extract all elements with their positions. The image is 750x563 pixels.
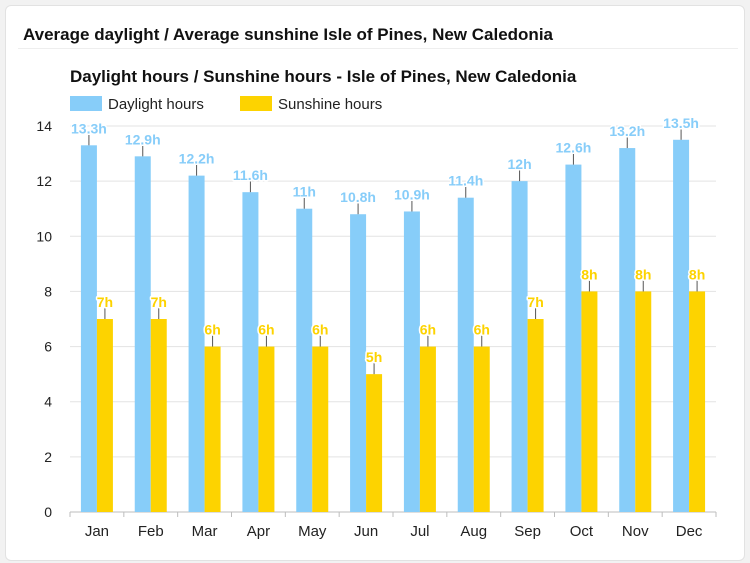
daylight-data-label: 11.6h bbox=[233, 167, 268, 183]
y-tick-label: 14 bbox=[36, 118, 52, 134]
y-tick-label: 6 bbox=[44, 339, 52, 355]
sunshine-data-label: 6h bbox=[474, 322, 490, 338]
daylight-bar bbox=[565, 164, 582, 512]
daylight-data-label: 13.2h bbox=[609, 123, 645, 139]
daylight-bar bbox=[296, 208, 313, 512]
sunshine-bar bbox=[258, 346, 275, 512]
sunshine-bar bbox=[473, 346, 490, 512]
daylight-bar bbox=[673, 139, 690, 513]
sunshine-bar bbox=[96, 319, 113, 512]
daylight-data-label: 13.5h bbox=[663, 115, 699, 131]
daylight-bar bbox=[188, 175, 205, 512]
x-tick-label: May bbox=[298, 523, 327, 540]
sunshine-data-label: 8h bbox=[581, 266, 597, 282]
x-tick-label: Aug bbox=[460, 523, 487, 540]
daylight-bar bbox=[80, 145, 97, 513]
sunshine-data-label: 6h bbox=[204, 322, 220, 338]
sunshine-bar bbox=[581, 291, 598, 512]
x-tick-label: Mar bbox=[192, 523, 218, 540]
sunshine-data-label: 8h bbox=[635, 266, 651, 282]
daylight-bar bbox=[350, 214, 367, 512]
sunshine-data-label: 6h bbox=[312, 322, 328, 338]
y-tick-label: 4 bbox=[44, 394, 52, 410]
y-tick-label: 10 bbox=[36, 228, 52, 244]
daylight-data-label: 11.4h bbox=[448, 173, 483, 189]
daylight-data-label: 12.2h bbox=[179, 151, 215, 167]
title-divider bbox=[18, 48, 738, 49]
y-axis: 0 2 4 6 8 10 12 14 bbox=[36, 118, 52, 520]
x-tick-label: Feb bbox=[138, 523, 164, 540]
sunshine-data-label: 7h bbox=[527, 294, 543, 310]
daylight-data-label: 10.9h bbox=[394, 186, 430, 202]
daylight-bar bbox=[457, 197, 474, 512]
sunshine-data-label: 7h bbox=[151, 294, 167, 310]
sunshine-bar bbox=[312, 346, 329, 512]
daylight-bar bbox=[134, 156, 151, 513]
sunshine-bar bbox=[150, 319, 167, 512]
x-tick-label: Apr bbox=[247, 523, 270, 540]
daylight-data-label: 13.3h bbox=[71, 120, 107, 136]
daylight-data-label: 12h bbox=[508, 156, 532, 172]
y-tick-label: 0 bbox=[44, 504, 52, 520]
sunshine-data-label: 6h bbox=[420, 322, 436, 338]
bars: 13.3h 7h 12.9h 7h 12.2h 6h 11.6h 6h 11h 6h 10.8h 5h… bbox=[70, 113, 707, 513]
sunshine-data-label: 5h bbox=[366, 349, 382, 365]
sunshine-data-label: 6h bbox=[258, 322, 274, 338]
daylight-data-label: 11h bbox=[293, 184, 316, 200]
x-tick-label: Jul bbox=[410, 523, 429, 540]
sunshine-bar bbox=[366, 374, 383, 512]
legend-label-sunshine: Sunshine hours bbox=[278, 96, 382, 113]
x-tick-label: Oct bbox=[570, 523, 594, 540]
daylight-bar bbox=[403, 211, 420, 512]
legend-swatch-daylight bbox=[70, 96, 102, 111]
legend-label-daylight: Daylight hours bbox=[108, 96, 204, 113]
legend-swatch-sunshine bbox=[240, 96, 272, 111]
daylight-bar bbox=[511, 181, 528, 512]
y-tick-label: 2 bbox=[44, 449, 52, 465]
sunshine-bar bbox=[204, 346, 221, 512]
daylight-data-label: 12.6h bbox=[556, 140, 592, 156]
daylight-data-label: 10.8h bbox=[340, 189, 376, 205]
sunshine-bar bbox=[635, 291, 652, 512]
x-tick-label: Jun bbox=[354, 523, 378, 540]
sunshine-bar bbox=[419, 346, 436, 512]
sunshine-data-label: 8h bbox=[689, 266, 705, 282]
legend: Daylight hours Sunshine hours bbox=[70, 96, 382, 113]
daylight-data-label: 12.9h bbox=[125, 131, 161, 147]
sunshine-bar bbox=[527, 319, 544, 512]
x-tick-label: Nov bbox=[622, 523, 649, 540]
y-tick-label: 12 bbox=[36, 173, 52, 189]
grid bbox=[70, 125, 716, 513]
y-tick-label: 8 bbox=[44, 283, 52, 299]
x-tick-label: Jan bbox=[85, 523, 109, 540]
chart-title: Daylight hours / Sunshine hours - Isle o… bbox=[70, 67, 577, 86]
daylight-bar bbox=[619, 148, 636, 513]
x-axis: Jan Feb Mar Apr May Jun Jul Aug Sep Oct Nov Dec bbox=[69, 512, 717, 540]
x-tick-label: Sep bbox=[514, 523, 541, 540]
sunshine-bar bbox=[689, 291, 706, 512]
sunshine-data-label: 7h bbox=[97, 294, 113, 310]
x-tick-label: Dec bbox=[676, 523, 703, 540]
daylight-bar bbox=[242, 192, 259, 512]
page-title: Average daylight / Average sunshine Isle… bbox=[23, 25, 553, 44]
